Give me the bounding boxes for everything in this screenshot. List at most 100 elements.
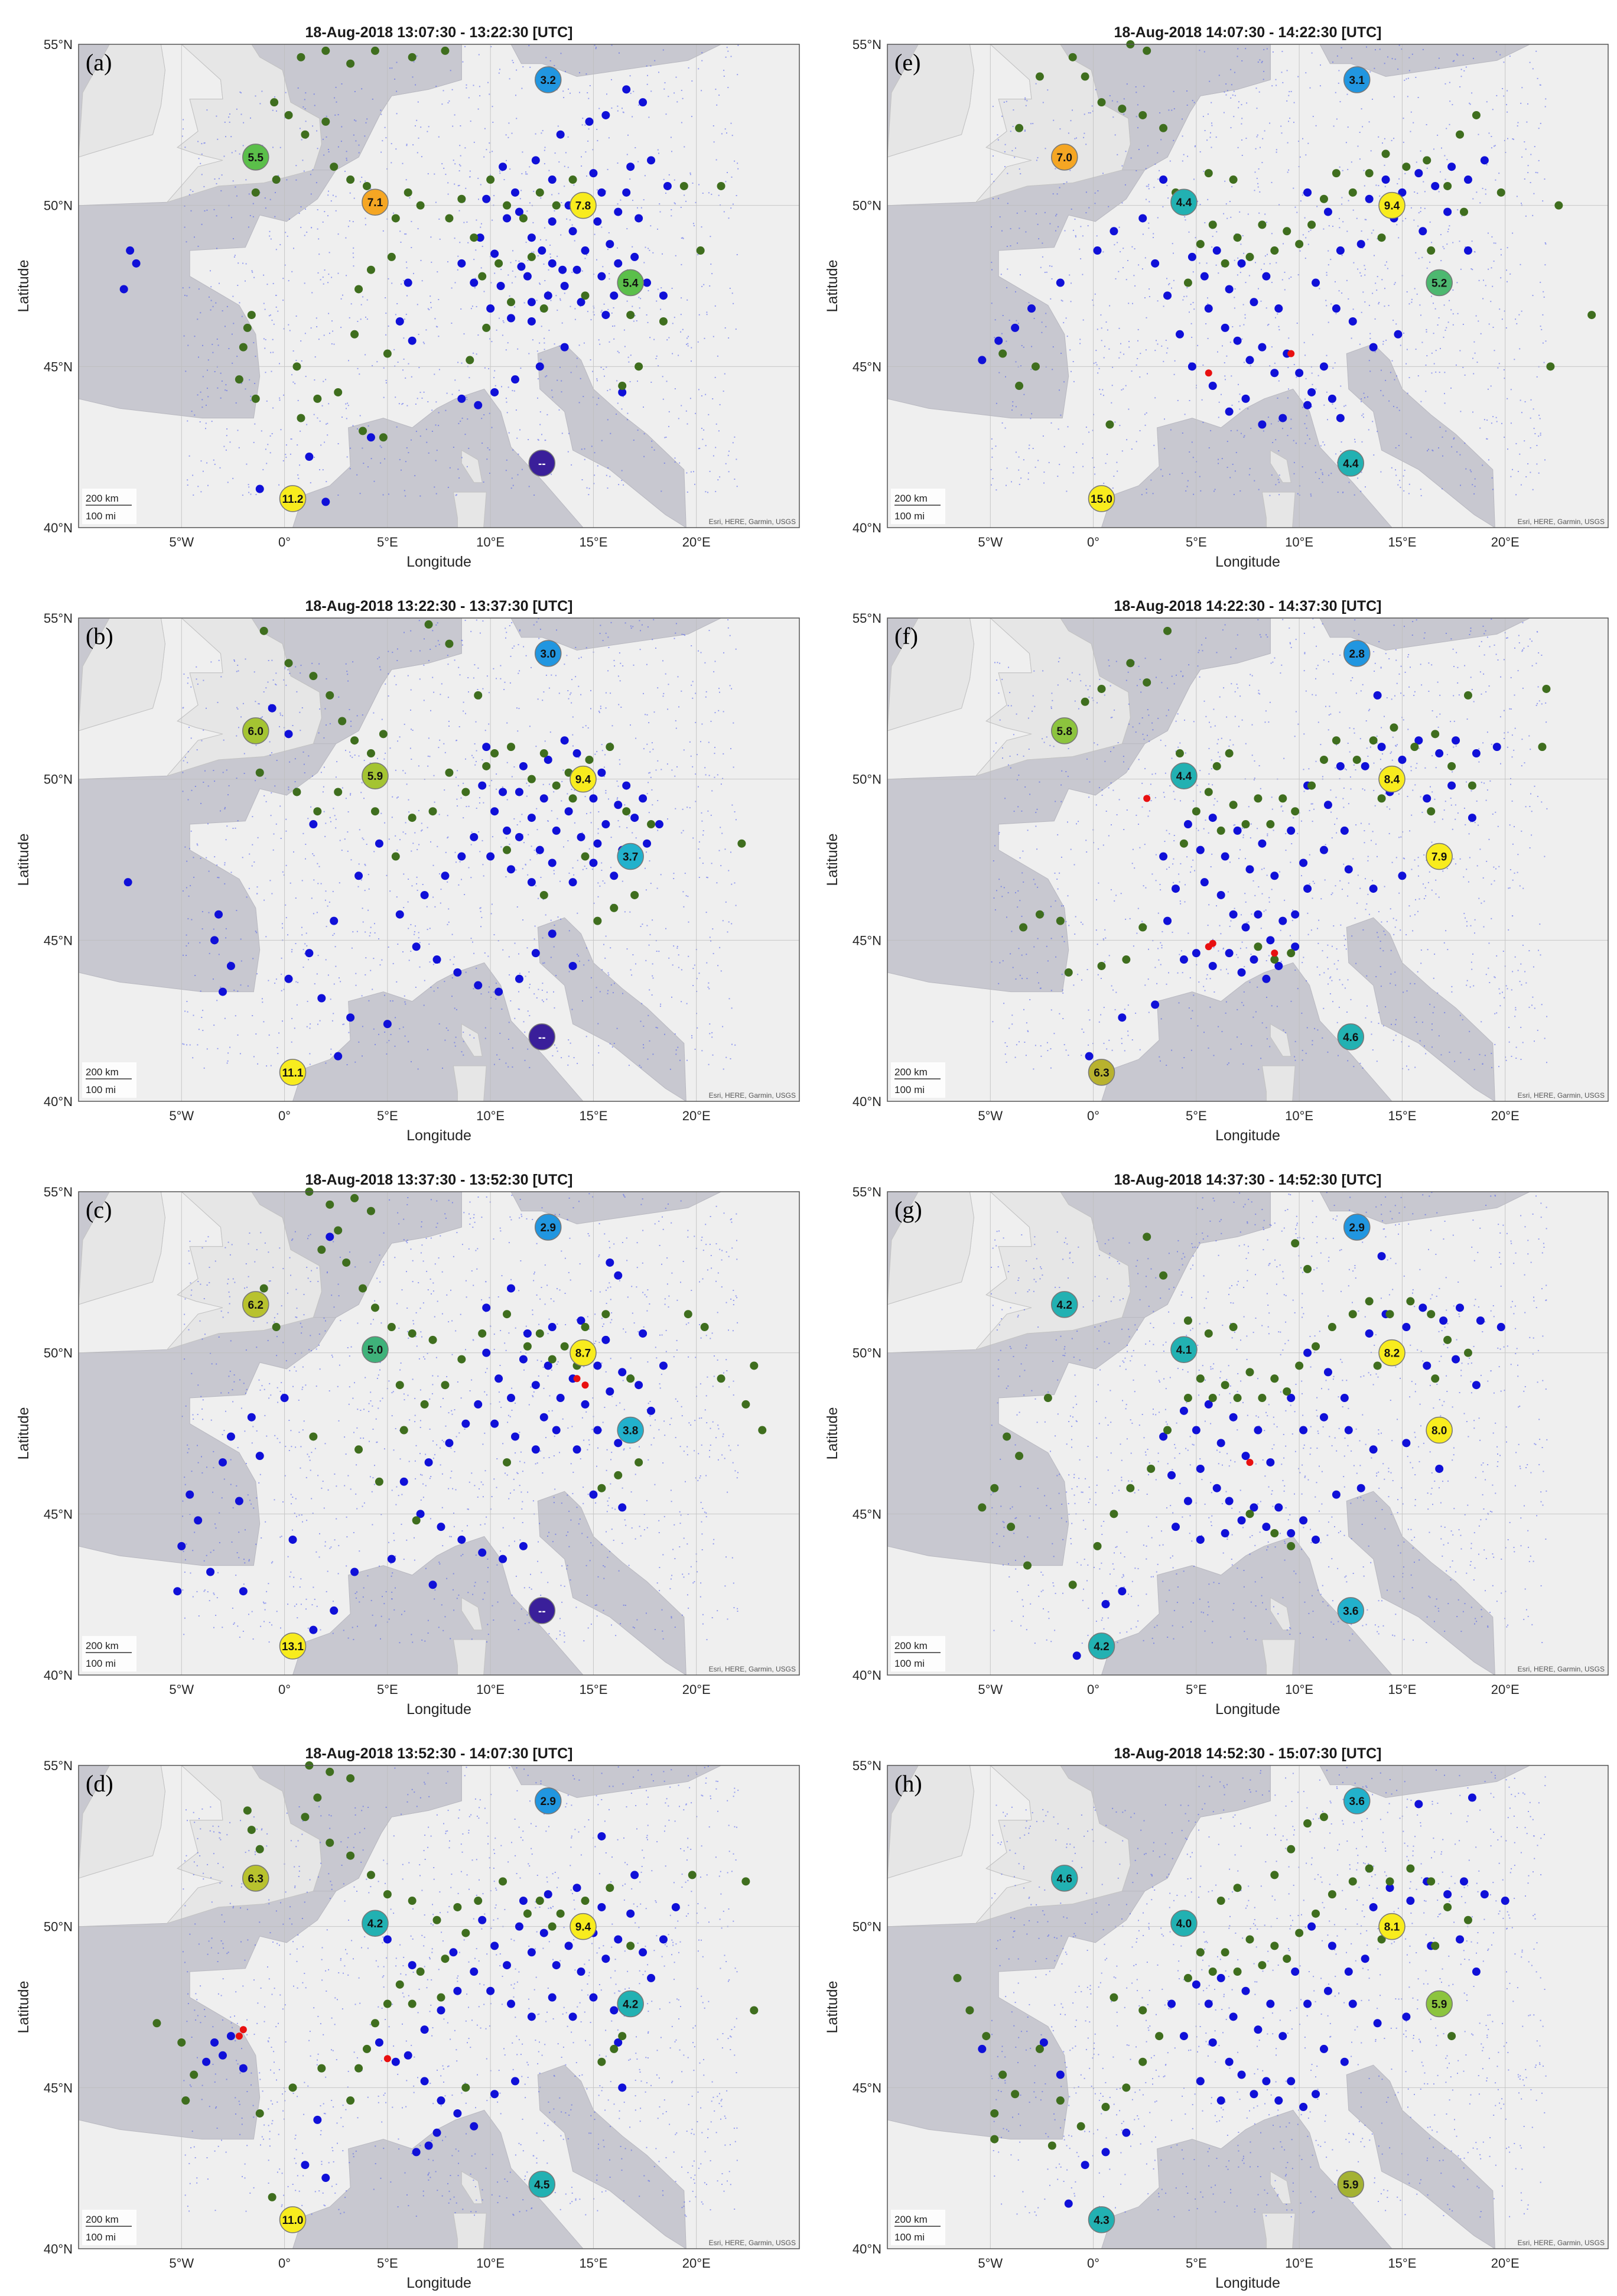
station-speck (476, 219, 477, 221)
station-speck (434, 173, 435, 175)
station-speck (1365, 1017, 1367, 1019)
station-speck (1143, 86, 1145, 87)
station-speck (463, 222, 465, 223)
station-speck (555, 975, 557, 977)
station-speck (473, 259, 475, 261)
station-speck (1062, 905, 1064, 907)
blue-point (601, 311, 610, 320)
station-speck (1145, 168, 1147, 170)
station-speck (333, 983, 335, 985)
station-speck (1203, 51, 1205, 53)
station-speck (327, 422, 328, 424)
station-speck (404, 318, 405, 320)
map-frame (78, 44, 800, 528)
station-speck (1213, 490, 1215, 492)
station-speck (1400, 344, 1401, 346)
station-speck (719, 476, 721, 478)
station-speck (512, 250, 513, 252)
station-speck (356, 715, 358, 717)
station-speck (1202, 365, 1204, 366)
station-speck (734, 479, 736, 480)
station-speck (1493, 261, 1495, 262)
station-speck (399, 1028, 401, 1030)
station-speck (335, 965, 337, 967)
station-speck (1359, 738, 1361, 740)
station-speck (1530, 154, 1532, 155)
station-speck (649, 772, 651, 773)
station-speck (1530, 399, 1532, 401)
station-speck (535, 133, 536, 135)
region-bubbles: 3.17.04.4 9.45.24.415.0 (1051, 66, 1453, 512)
station-speck (518, 708, 520, 710)
station-speck (456, 1009, 457, 1010)
station-speck (545, 376, 546, 378)
station-speck (1254, 480, 1255, 482)
station-speck (517, 730, 519, 732)
station-speck (1420, 489, 1421, 490)
station-speck (399, 230, 401, 232)
station-speck (1328, 661, 1329, 662)
station-speck (1472, 198, 1474, 200)
station-speck (1023, 393, 1025, 395)
station-speck (330, 1048, 332, 1050)
station-speck (698, 184, 699, 186)
station-speck (263, 303, 265, 304)
station-speck (382, 494, 384, 496)
station-speck (571, 702, 572, 704)
station-speck (1509, 708, 1511, 710)
station-speck (594, 44, 596, 46)
station-speck (1433, 303, 1434, 304)
station-speck (325, 890, 327, 892)
bubble-circle (1170, 188, 1198, 216)
station-speck (1540, 84, 1541, 86)
station-speck (1260, 788, 1261, 789)
station-speck (1472, 484, 1473, 486)
station-speck (667, 708, 669, 710)
station-speck (275, 306, 277, 308)
station-speck (1254, 760, 1255, 762)
station-speck (637, 430, 639, 431)
station-speck (582, 118, 584, 119)
station-speck (523, 842, 525, 844)
station-speck (214, 371, 216, 372)
station-speck (1144, 297, 1146, 298)
blue-point (614, 207, 623, 216)
station-speck (295, 360, 297, 361)
station-speck (501, 1008, 503, 1010)
green-point (1546, 362, 1555, 371)
station-speck (1118, 799, 1120, 801)
scale-bar-km: 200 km (86, 1066, 119, 1078)
station-speck (434, 373, 435, 375)
station-speck (1335, 692, 1337, 694)
green-point (539, 890, 548, 899)
station-speck (1408, 493, 1410, 495)
station-speck (263, 1021, 265, 1023)
blue-point (552, 826, 561, 835)
station-speck (217, 344, 219, 346)
station-speck (384, 126, 386, 128)
station-speck (1225, 94, 1227, 96)
station-speck (1203, 986, 1205, 987)
station-speck (319, 420, 321, 422)
station-speck (1280, 961, 1282, 962)
station-speck (391, 67, 393, 69)
station-speck (681, 832, 682, 834)
station-speck (1494, 145, 1496, 147)
station-speck (674, 457, 676, 459)
station-speck (194, 236, 195, 238)
green-point (416, 201, 425, 210)
station-speck (353, 247, 354, 249)
station-speck (1085, 427, 1087, 428)
station-speck (648, 812, 650, 814)
station-speck (535, 885, 536, 887)
station-speck (352, 931, 354, 933)
station-speck (1473, 251, 1475, 252)
station-speck (222, 310, 223, 312)
station-speck (427, 173, 429, 175)
station-speck (1099, 389, 1101, 391)
station-speck (404, 490, 405, 492)
sea-area (1346, 917, 1495, 1101)
green-point (1229, 175, 1238, 184)
station-speck (1163, 305, 1164, 307)
station-speck (512, 484, 514, 486)
